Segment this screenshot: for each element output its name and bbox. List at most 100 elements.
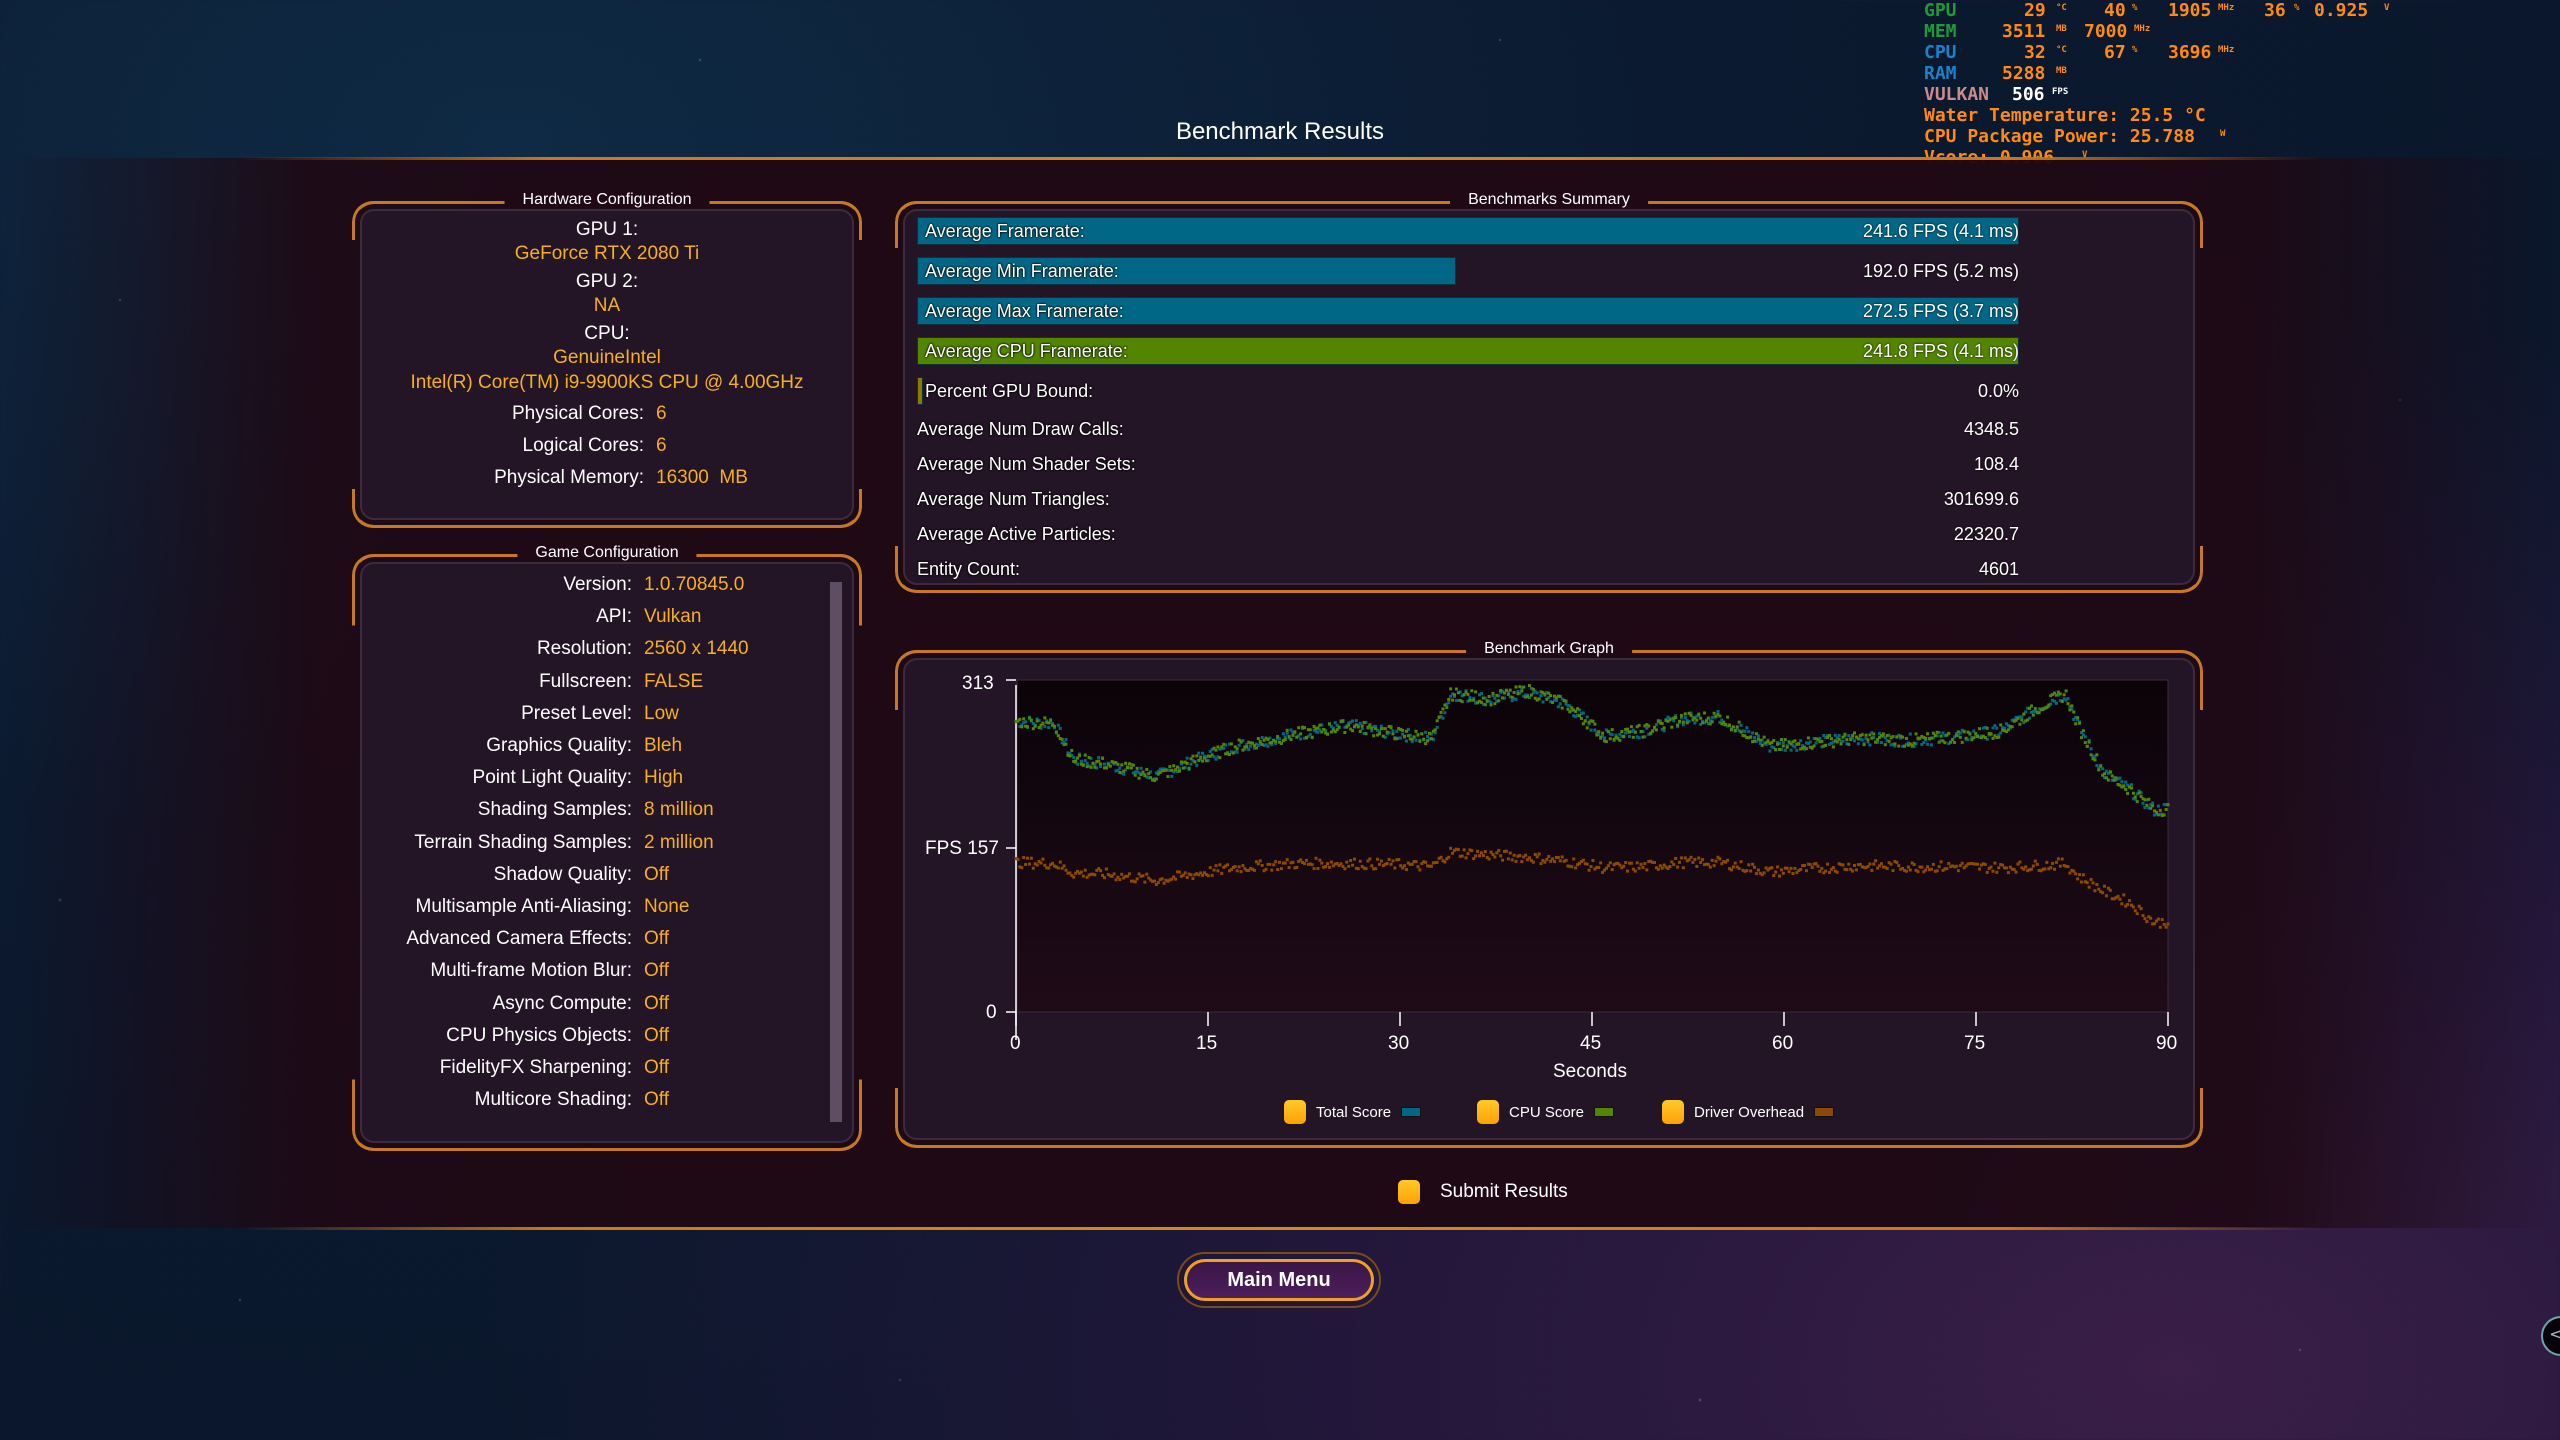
row-value: 241.6 FPS (4.1 ms) (1862, 221, 2019, 241)
summary-stat-row: Average Num Triangles: 301699.6 (917, 485, 2019, 513)
row-value: Low (644, 702, 679, 724)
row-value: High (644, 767, 684, 789)
game-config-row: Multicore Shading: Off (352, 1089, 862, 1111)
row-value: Off (644, 1089, 669, 1111)
summary-stat-row: Average Num Draw Calls: 4348.5 (917, 415, 2019, 443)
row-label: Average CPU Framerate: (925, 341, 1128, 361)
legend-cpu-score[interactable]: CPU Score (1477, 1100, 1615, 1124)
row-value: 4601 (1978, 559, 2019, 579)
row-value: Off (644, 1024, 669, 1046)
physical-cores-row: Physical Cores: 6 (352, 403, 862, 425)
legend-swatch-blue (1401, 1107, 1422, 1117)
gpu2-value: NA (593, 295, 621, 316)
row-value: 8 million (644, 799, 714, 821)
osd-unit: FPS (2052, 87, 2069, 97)
game-config-row: Terrain Shading Samples: 2 million (352, 832, 862, 854)
osd-unit: V (2384, 3, 2390, 13)
main-menu-button[interactable]: Main Menu (1177, 1252, 1381, 1308)
game-config-row: Point Light Quality: High (352, 767, 862, 789)
row-value: Off (644, 928, 669, 950)
top-divider (240, 157, 2320, 160)
legend-checkbox[interactable] (1284, 1100, 1306, 1124)
legend-checkbox[interactable] (1477, 1100, 1499, 1124)
game-config-row: Graphics Quality: Bleh (352, 735, 862, 757)
osd-api-label: VULKAN (1924, 84, 1990, 105)
osd-gpu-clock: 1905 (2168, 0, 2212, 21)
y-tick-max: 313 (962, 673, 994, 694)
osd-cpu-clock: 3696 (2168, 42, 2212, 63)
summary-bar-row: Average CPU Framerate: 241.8 FPS (4.1 ms) (917, 337, 2019, 365)
row-label: Average Min Framerate: (925, 261, 1119, 281)
row-label: Version: (563, 574, 632, 595)
game-config-scrollbar[interactable] (830, 582, 842, 1122)
legend-swatch-green (1594, 1107, 1615, 1117)
osd-unit: °C (2056, 3, 2067, 13)
panel-body (360, 562, 854, 1143)
row-value: 2560 x 1440 (644, 638, 749, 660)
legend-label: CPU Score (1509, 1103, 1585, 1121)
row-value: 272.5 FPS (3.7 ms) (1862, 301, 2019, 321)
osd-cpu-temp: 32 (2024, 42, 2046, 63)
legend-driver-overhead[interactable]: Driver Overhead (1662, 1100, 1835, 1124)
cpu-model: Intel(R) Core(TM) i9-9900KS CPU @ 4.00GH… (410, 372, 804, 393)
cpu-label: CPU: (584, 323, 630, 344)
legend-swatch-orange (1814, 1107, 1835, 1117)
row-value: 6 (656, 403, 667, 424)
osd-unit: % (2294, 3, 2300, 13)
y-tick-mid: FPS 157 (925, 838, 999, 859)
legend-total-score[interactable]: Total Score (1284, 1100, 1422, 1124)
row-label: Resolution: (536, 638, 632, 660)
row-label: Logical Cores: (522, 435, 644, 456)
chevron-left-icon: < (2549, 1324, 2560, 1345)
x-tick-label: 90 (2156, 1033, 2178, 1054)
row-value: 0.0% (1977, 381, 2019, 401)
summary-bar-fill (917, 257, 1456, 285)
game-config-row: Multisample Anti-Aliasing: None (352, 896, 862, 918)
row-label: Percent GPU Bound: (925, 381, 1094, 401)
osd-unit: MHz (2134, 24, 2151, 34)
osd-cpu-label: CPU (1924, 42, 1957, 63)
submit-results-toggle[interactable]: Submit Results (1398, 1180, 1568, 1204)
row-label: API: (596, 606, 632, 628)
osd-unit: W (2220, 129, 2226, 139)
legend-label: Driver Overhead (1694, 1103, 1805, 1121)
osd-unit: MHz (2218, 45, 2235, 55)
row-label: Fullscreen: (539, 670, 632, 692)
osd-unit: V (2082, 150, 2088, 160)
row-label: Physical Cores: (512, 403, 644, 424)
x-tick-label: 60 (1772, 1033, 1794, 1054)
row-value: 1.0.70845.0 (644, 574, 745, 595)
submit-results-checkbox[interactable] (1398, 1180, 1420, 1204)
row-label: Graphics Quality: (486, 735, 632, 756)
summary-bar-fill (917, 217, 2019, 245)
row-value: FALSE (644, 670, 704, 692)
bottom-divider (240, 1227, 2320, 1230)
row-label: Multi-frame Motion Blur: (430, 960, 632, 982)
osd-gpu-fan: 36 (2264, 0, 2286, 21)
row-value: Off (644, 992, 669, 1014)
row-value: 241.8 FPS (4.1 ms) (1862, 341, 2019, 361)
game-config-row: Shading Samples: 8 million (352, 799, 862, 821)
legend-label: Total Score (1316, 1103, 1392, 1121)
osd-unit: MB (2056, 66, 2067, 76)
legend-checkbox[interactable] (1662, 1100, 1684, 1124)
gpu2-label: GPU 2: (575, 271, 639, 292)
panel-title: Benchmarks Summary (1450, 191, 1648, 209)
row-value: 22320.7 (1953, 524, 2019, 544)
osd-cpu-load: 67 (2104, 42, 2126, 63)
row-value: Bleh (644, 735, 683, 756)
row-value: 192.0 FPS (5.2 ms) (1862, 261, 2019, 281)
row-value: Off (644, 960, 669, 982)
game-config-row: Advanced Camera Effects: Off (352, 928, 862, 950)
row-label: Multisample Anti-Aliasing: (415, 896, 632, 917)
osd-unit: MHz (2218, 3, 2235, 13)
osd-mem-label: MEM (1924, 21, 1957, 42)
game-config-row: CPU Physics Objects: Off (352, 1025, 862, 1047)
row-label: Multicore Shading: (474, 1089, 632, 1111)
row-label: Average Num Triangles: (917, 489, 1110, 509)
row-label: Async Compute: (492, 992, 632, 1014)
game-config-row: Async Compute: Off (352, 993, 862, 1015)
x-axis-label: Seconds (1553, 1061, 1627, 1082)
row-value: 301699.6 (1943, 489, 2019, 509)
